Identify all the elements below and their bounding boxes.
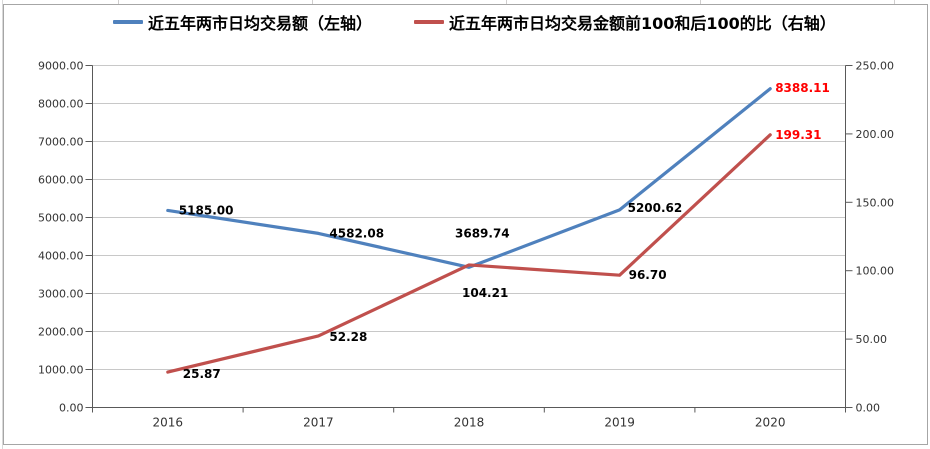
x-axis-category-label: 2018 xyxy=(454,416,485,430)
legend-item-left-series[interactable]: 近五年两市日均交易额（左轴） xyxy=(113,12,373,33)
left-axis-tick-label: 9000.00 xyxy=(38,60,84,73)
chart-area[interactable] xyxy=(3,4,928,445)
left-axis-tick-label: 1000.00 xyxy=(38,364,84,377)
legend-label-right-series: 近五年两市日均交易金额前100和后100的比（右轴） xyxy=(449,14,836,33)
right-axis-tick-label: 0.00 xyxy=(856,402,881,415)
spreadsheet-row-edge xyxy=(2,0,3,449)
left-axis-tick-label: 6000.00 xyxy=(38,174,84,187)
x-axis-category-label: 2017 xyxy=(303,416,334,430)
spreadsheet-column-edge xyxy=(700,0,701,4)
legend-line-sample-blue xyxy=(113,20,143,24)
left-axis-tick-label: 5000.00 xyxy=(38,212,84,225)
data-label-left: 8388.11 xyxy=(775,81,830,95)
spreadsheet-column-edge xyxy=(312,0,313,4)
x-axis-category-label: 2016 xyxy=(153,416,184,430)
x-axis-category-label: 2020 xyxy=(755,416,786,430)
left-axis-tick-label: 4000.00 xyxy=(38,250,84,263)
data-label-right: 199.31 xyxy=(775,128,821,142)
spreadsheet-column-edge xyxy=(506,0,507,4)
left-axis-tick-label: 7000.00 xyxy=(38,136,84,149)
left-axis-tick-label: 0.00 xyxy=(59,402,84,415)
data-label-left: 3689.74 xyxy=(455,226,510,240)
left-axis-tick-label: 3000.00 xyxy=(38,288,84,301)
series-line-right[interactable] xyxy=(166,133,772,374)
data-label-right: 25.87 xyxy=(183,367,221,381)
legend-line-sample-red xyxy=(414,20,444,24)
right-axis-tick-label: 200.00 xyxy=(856,128,895,141)
legend-item-right-series[interactable]: 近五年两市日均交易金额前100和后100的比（右轴） xyxy=(414,12,836,33)
left-axis-tick-label: 8000.00 xyxy=(38,98,84,111)
right-axis-tick-label: 100.00 xyxy=(856,265,895,278)
data-label-left: 4582.08 xyxy=(329,226,384,240)
spreadsheet-column-edge xyxy=(118,0,119,4)
data-label-right: 96.70 xyxy=(629,268,667,282)
data-label-right: 104.21 xyxy=(462,286,508,300)
x-axis-category-label: 2019 xyxy=(604,416,635,430)
data-label-left: 5185.00 xyxy=(179,203,234,217)
legend-label-left-series: 近五年两市日均交易额（左轴） xyxy=(148,14,373,33)
data-label-left: 5200.62 xyxy=(628,201,683,215)
right-axis-tick-label: 250.00 xyxy=(856,60,895,73)
left-axis-tick-label: 2000.00 xyxy=(38,326,84,339)
series-line-left[interactable] xyxy=(166,87,772,269)
right-axis-tick-label: 150.00 xyxy=(856,196,895,209)
right-axis-tick-label: 50.00 xyxy=(856,333,888,346)
data-label-right: 52.28 xyxy=(329,330,367,344)
spreadsheet-column-edge xyxy=(894,0,895,4)
